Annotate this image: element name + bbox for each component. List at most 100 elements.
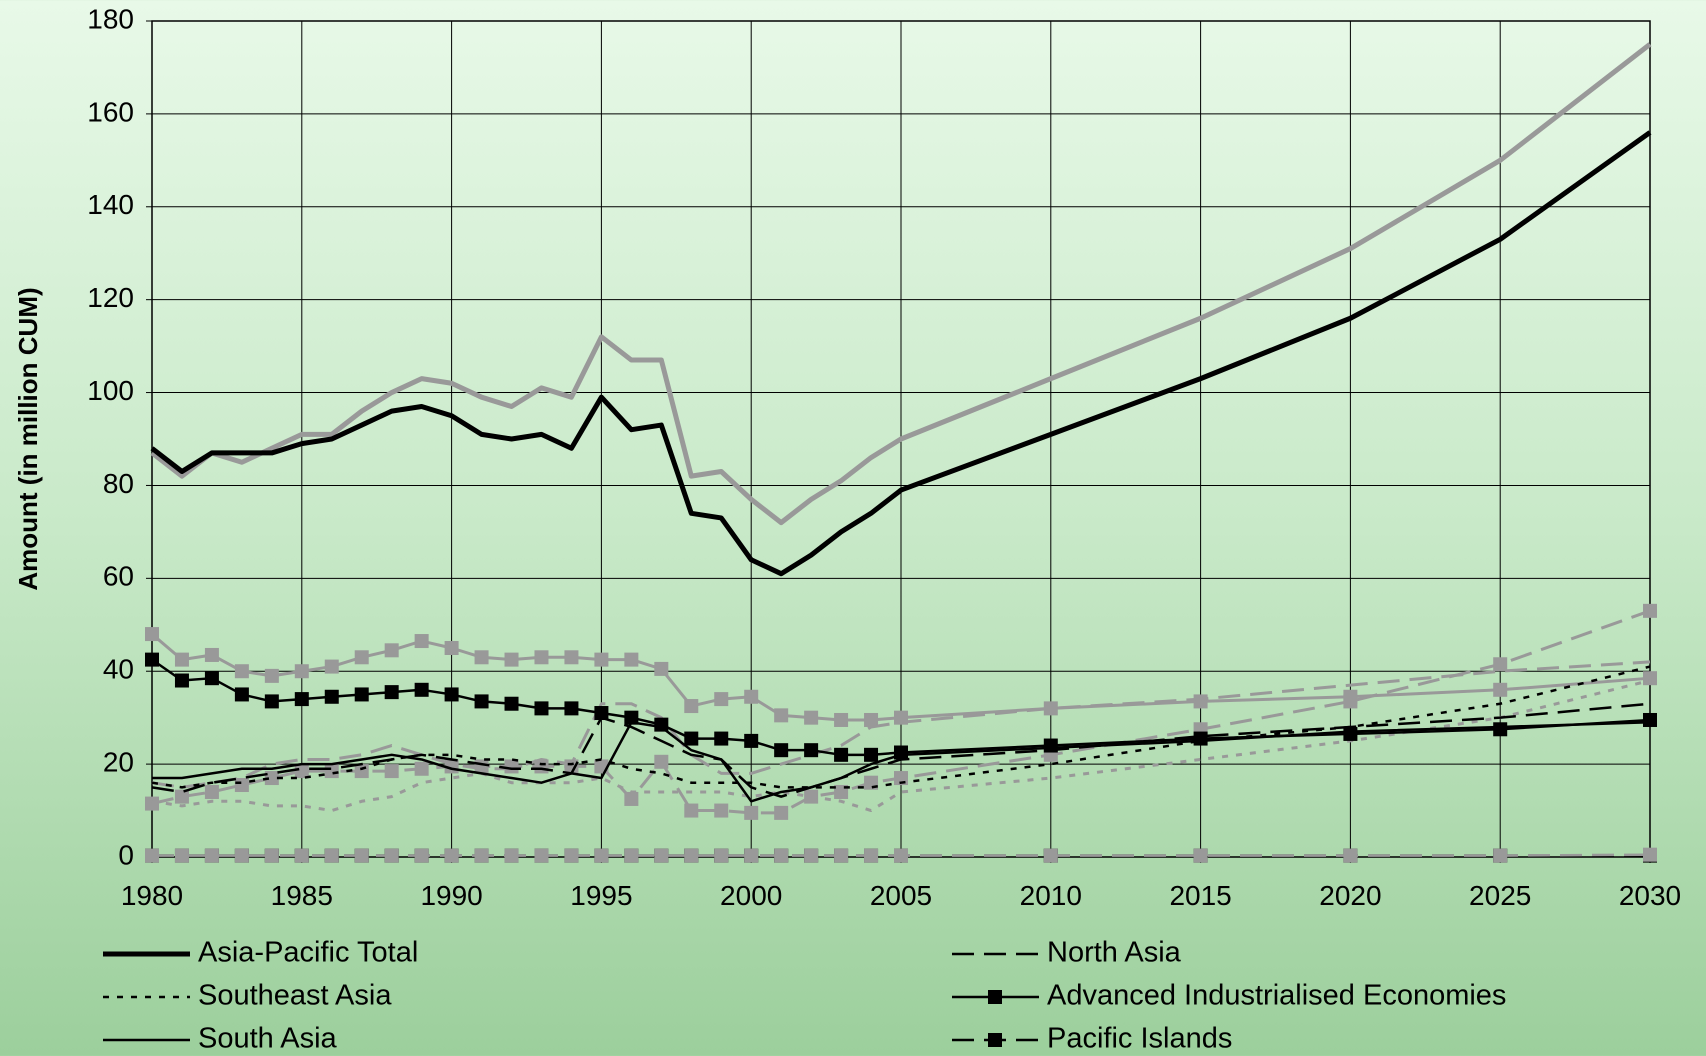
x-tick-label: 2015: [1169, 880, 1231, 911]
data-marker: [145, 653, 159, 667]
data-marker: [355, 764, 369, 778]
data-marker: [505, 849, 519, 863]
data-marker: [505, 759, 519, 773]
data-marker: [415, 634, 429, 648]
data-marker: [385, 643, 399, 657]
data-marker: [385, 685, 399, 699]
legend-marker: [988, 990, 1002, 1004]
data-marker: [505, 653, 519, 667]
data-marker: [205, 785, 219, 799]
data-marker: [1493, 683, 1507, 697]
data-marker: [684, 804, 698, 818]
data-marker: [415, 683, 429, 697]
data-marker: [804, 849, 818, 863]
data-marker: [744, 690, 758, 704]
data-marker: [684, 849, 698, 863]
data-marker: [534, 650, 548, 664]
data-marker: [415, 849, 429, 863]
data-marker: [235, 687, 249, 701]
data-marker: [295, 764, 309, 778]
data-marker: [624, 792, 638, 806]
data-marker: [265, 669, 279, 683]
data-marker: [714, 849, 728, 863]
data-marker: [265, 694, 279, 708]
data-marker: [175, 653, 189, 667]
legend-label: Advanced Industrialised Economies: [1047, 980, 1506, 1012]
data-marker: [804, 711, 818, 725]
data-marker: [1343, 694, 1357, 708]
data-marker: [385, 849, 399, 863]
page: Amount (in million CUM) 0204060801001201…: [0, 0, 1706, 1056]
data-marker: [445, 687, 459, 701]
data-marker: [325, 849, 339, 863]
data-marker: [175, 849, 189, 863]
data-marker: [594, 706, 608, 720]
data-marker: [1493, 849, 1507, 863]
data-marker: [774, 708, 788, 722]
x-tick-label: 1995: [570, 880, 632, 911]
data-marker: [205, 671, 219, 685]
data-marker: [1194, 694, 1208, 708]
data-marker: [1194, 732, 1208, 746]
data-marker: [534, 701, 548, 715]
data-marker: [265, 849, 279, 863]
data-marker: [475, 694, 489, 708]
legend-label: Southeast Asia: [198, 980, 392, 1012]
data-marker: [714, 804, 728, 818]
data-marker: [774, 806, 788, 820]
data-marker: [774, 849, 788, 863]
data-marker: [475, 759, 489, 773]
data-marker: [445, 641, 459, 655]
x-tick-label: 2020: [1319, 880, 1381, 911]
data-marker: [385, 764, 399, 778]
data-marker: [445, 849, 459, 863]
data-marker: [564, 849, 578, 863]
data-marker: [684, 699, 698, 713]
legend-label: Asia-Pacific Total: [198, 937, 418, 969]
data-marker: [1044, 739, 1058, 753]
data-marker: [534, 849, 548, 863]
data-marker: [1343, 727, 1357, 741]
y-tick-label: 0: [118, 839, 134, 870]
y-tick-label: 180: [87, 3, 134, 34]
data-marker: [744, 734, 758, 748]
y-tick-label: 140: [87, 189, 134, 220]
x-tick-label: 1990: [420, 880, 482, 911]
y-axis-title: Amount (in million CUM): [13, 287, 43, 590]
data-marker: [774, 743, 788, 757]
data-marker: [355, 650, 369, 664]
data-marker: [744, 849, 758, 863]
data-marker: [1194, 849, 1208, 863]
data-marker: [564, 650, 578, 664]
data-marker: [355, 687, 369, 701]
data-marker: [325, 690, 339, 704]
x-tick-label: 2005: [870, 880, 932, 911]
data-marker: [834, 849, 848, 863]
data-marker: [475, 849, 489, 863]
x-tick-label: 2010: [1020, 880, 1082, 911]
data-marker: [145, 797, 159, 811]
chart: Amount (in million CUM) 0204060801001201…: [0, 0, 1706, 1056]
legend-label: South Asia: [198, 1023, 338, 1055]
data-marker: [1343, 849, 1357, 863]
y-tick-label: 120: [87, 282, 134, 313]
x-tick-label: 2030: [1619, 880, 1681, 911]
data-marker: [205, 849, 219, 863]
data-marker: [145, 627, 159, 641]
y-tick-label: 100: [87, 375, 134, 406]
data-marker: [564, 701, 578, 715]
data-marker: [415, 762, 429, 776]
x-tick-label: 2025: [1469, 880, 1531, 911]
data-marker: [654, 662, 668, 676]
data-marker: [834, 713, 848, 727]
data-marker: [1643, 713, 1657, 727]
data-marker: [624, 849, 638, 863]
data-marker: [834, 748, 848, 762]
data-marker: [1643, 604, 1657, 618]
data-marker: [594, 653, 608, 667]
legend-label: Pacific Islands: [1047, 1023, 1232, 1055]
data-marker: [505, 697, 519, 711]
data-marker: [714, 732, 728, 746]
data-marker: [295, 664, 309, 678]
data-marker: [235, 849, 249, 863]
